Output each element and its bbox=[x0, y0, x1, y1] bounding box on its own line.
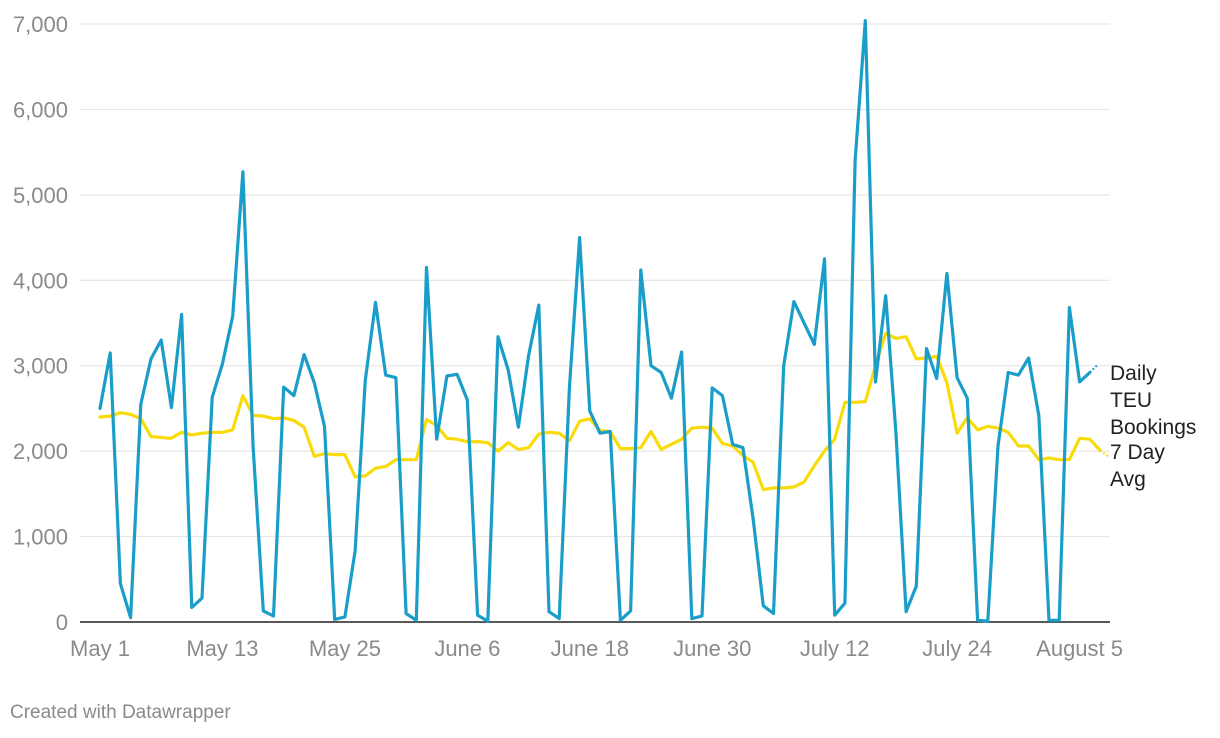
x-tick-label: May 25 bbox=[309, 636, 381, 661]
y-tick-label: 4,000 bbox=[13, 268, 68, 293]
x-tick-label: July 12 bbox=[800, 636, 870, 661]
y-tick-label: 5,000 bbox=[13, 183, 68, 208]
x-tick-label: June 6 bbox=[434, 636, 500, 661]
datawrapper-credit: Created with Datawrapper bbox=[10, 702, 231, 723]
y-tick-label: 1,000 bbox=[13, 525, 68, 550]
y-tick-label: 2,000 bbox=[13, 439, 68, 464]
legend-label-7-day-avg: Avg bbox=[1110, 468, 1146, 491]
series-lines bbox=[98, 19, 1109, 623]
legend-label-daily-teu-bookings: Daily bbox=[1110, 362, 1157, 385]
x-tick-label: July 24 bbox=[922, 636, 992, 661]
x-tick-label: May 13 bbox=[186, 636, 258, 661]
y-tick-label: 3,000 bbox=[13, 354, 68, 379]
y-tick-label: 6,000 bbox=[13, 97, 68, 122]
y-axis-ticks: 0 1,000 2,000 3,000 4,000 5,000 6,000 7,000 bbox=[13, 12, 68, 635]
x-tick-label: May 1 bbox=[70, 636, 130, 661]
legend-leader bbox=[1099, 449, 1109, 458]
legend-label-daily-teu-bookings: Bookings bbox=[1110, 416, 1196, 439]
x-tick-label: June 30 bbox=[673, 636, 751, 661]
legend-label-7-day-avg: 7 Day bbox=[1110, 441, 1165, 464]
series-line-daily-teu-bookings bbox=[98, 19, 1092, 623]
y-tick-label: 0 bbox=[56, 610, 68, 635]
x-axis-ticks: May 1 May 13 May 25 June 6 June 18 June 30 Jul… bbox=[70, 636, 1123, 661]
legend-leader bbox=[1089, 363, 1099, 374]
x-tick-label: June 18 bbox=[551, 636, 629, 661]
x-tick-label: August 5 bbox=[1036, 636, 1123, 661]
gridlines bbox=[80, 23, 1110, 623]
y-tick-label: 7,000 bbox=[13, 12, 68, 37]
legend-label-daily-teu-bookings: TEU bbox=[1110, 389, 1152, 412]
